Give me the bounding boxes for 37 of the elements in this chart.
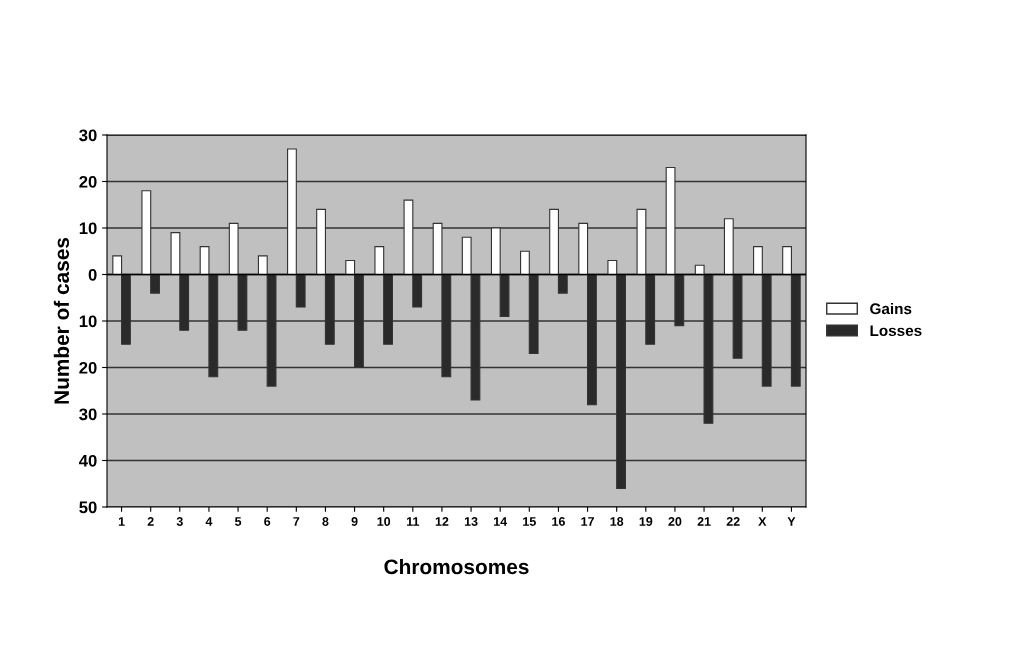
x-tick-label: 17 [581,517,594,526]
legend-label: Losses [870,325,922,337]
y-tick-label: 20 [79,361,97,374]
x-tick-label: X [758,517,767,526]
x-tick-label: 3 [176,517,183,526]
x-tick-label: 7 [293,517,300,526]
x-tick-label: 9 [351,517,358,526]
x-tick-label: 15 [523,517,536,526]
x-tick-label: 22 [726,517,740,526]
y-tick-label: 20 [79,175,97,188]
x-tick-label: 5 [234,517,242,526]
x-tick-label: 19 [639,517,653,526]
y-tick-label: 30 [79,129,97,142]
x-tick-label: Y [787,517,796,526]
y-axis-title: Number of cases [53,237,70,404]
x-tick-label: 4 [205,517,213,526]
x-axis-title: Chromosomes [384,558,529,575]
x-tick-label: 6 [264,517,271,526]
legend-label: Gains [870,302,912,315]
x-tick-label: 21 [697,517,711,526]
x-tick-label: 18 [610,517,624,526]
y-tick-label: 0 [88,268,97,281]
x-tick-label: 8 [322,517,329,526]
x-tick-label: 2 [147,517,154,526]
y-tick-label: 40 [78,454,97,467]
y-tick-label: 10 [79,222,97,235]
y-tick-label: 50 [79,501,97,514]
x-tick-label: 10 [377,517,391,526]
x-tick-label: 14 [494,517,508,526]
x-tick-label: 20 [668,517,682,526]
x-tick-label: 12 [435,517,449,526]
y-tick-label: 10 [79,315,97,328]
x-tick-label: 13 [464,517,478,526]
x-tick-label: 1 [118,517,125,526]
x-tick-label: 16 [552,517,565,526]
x-tick-label: 11 [406,517,420,526]
y-tick-label: 30 [79,408,97,421]
